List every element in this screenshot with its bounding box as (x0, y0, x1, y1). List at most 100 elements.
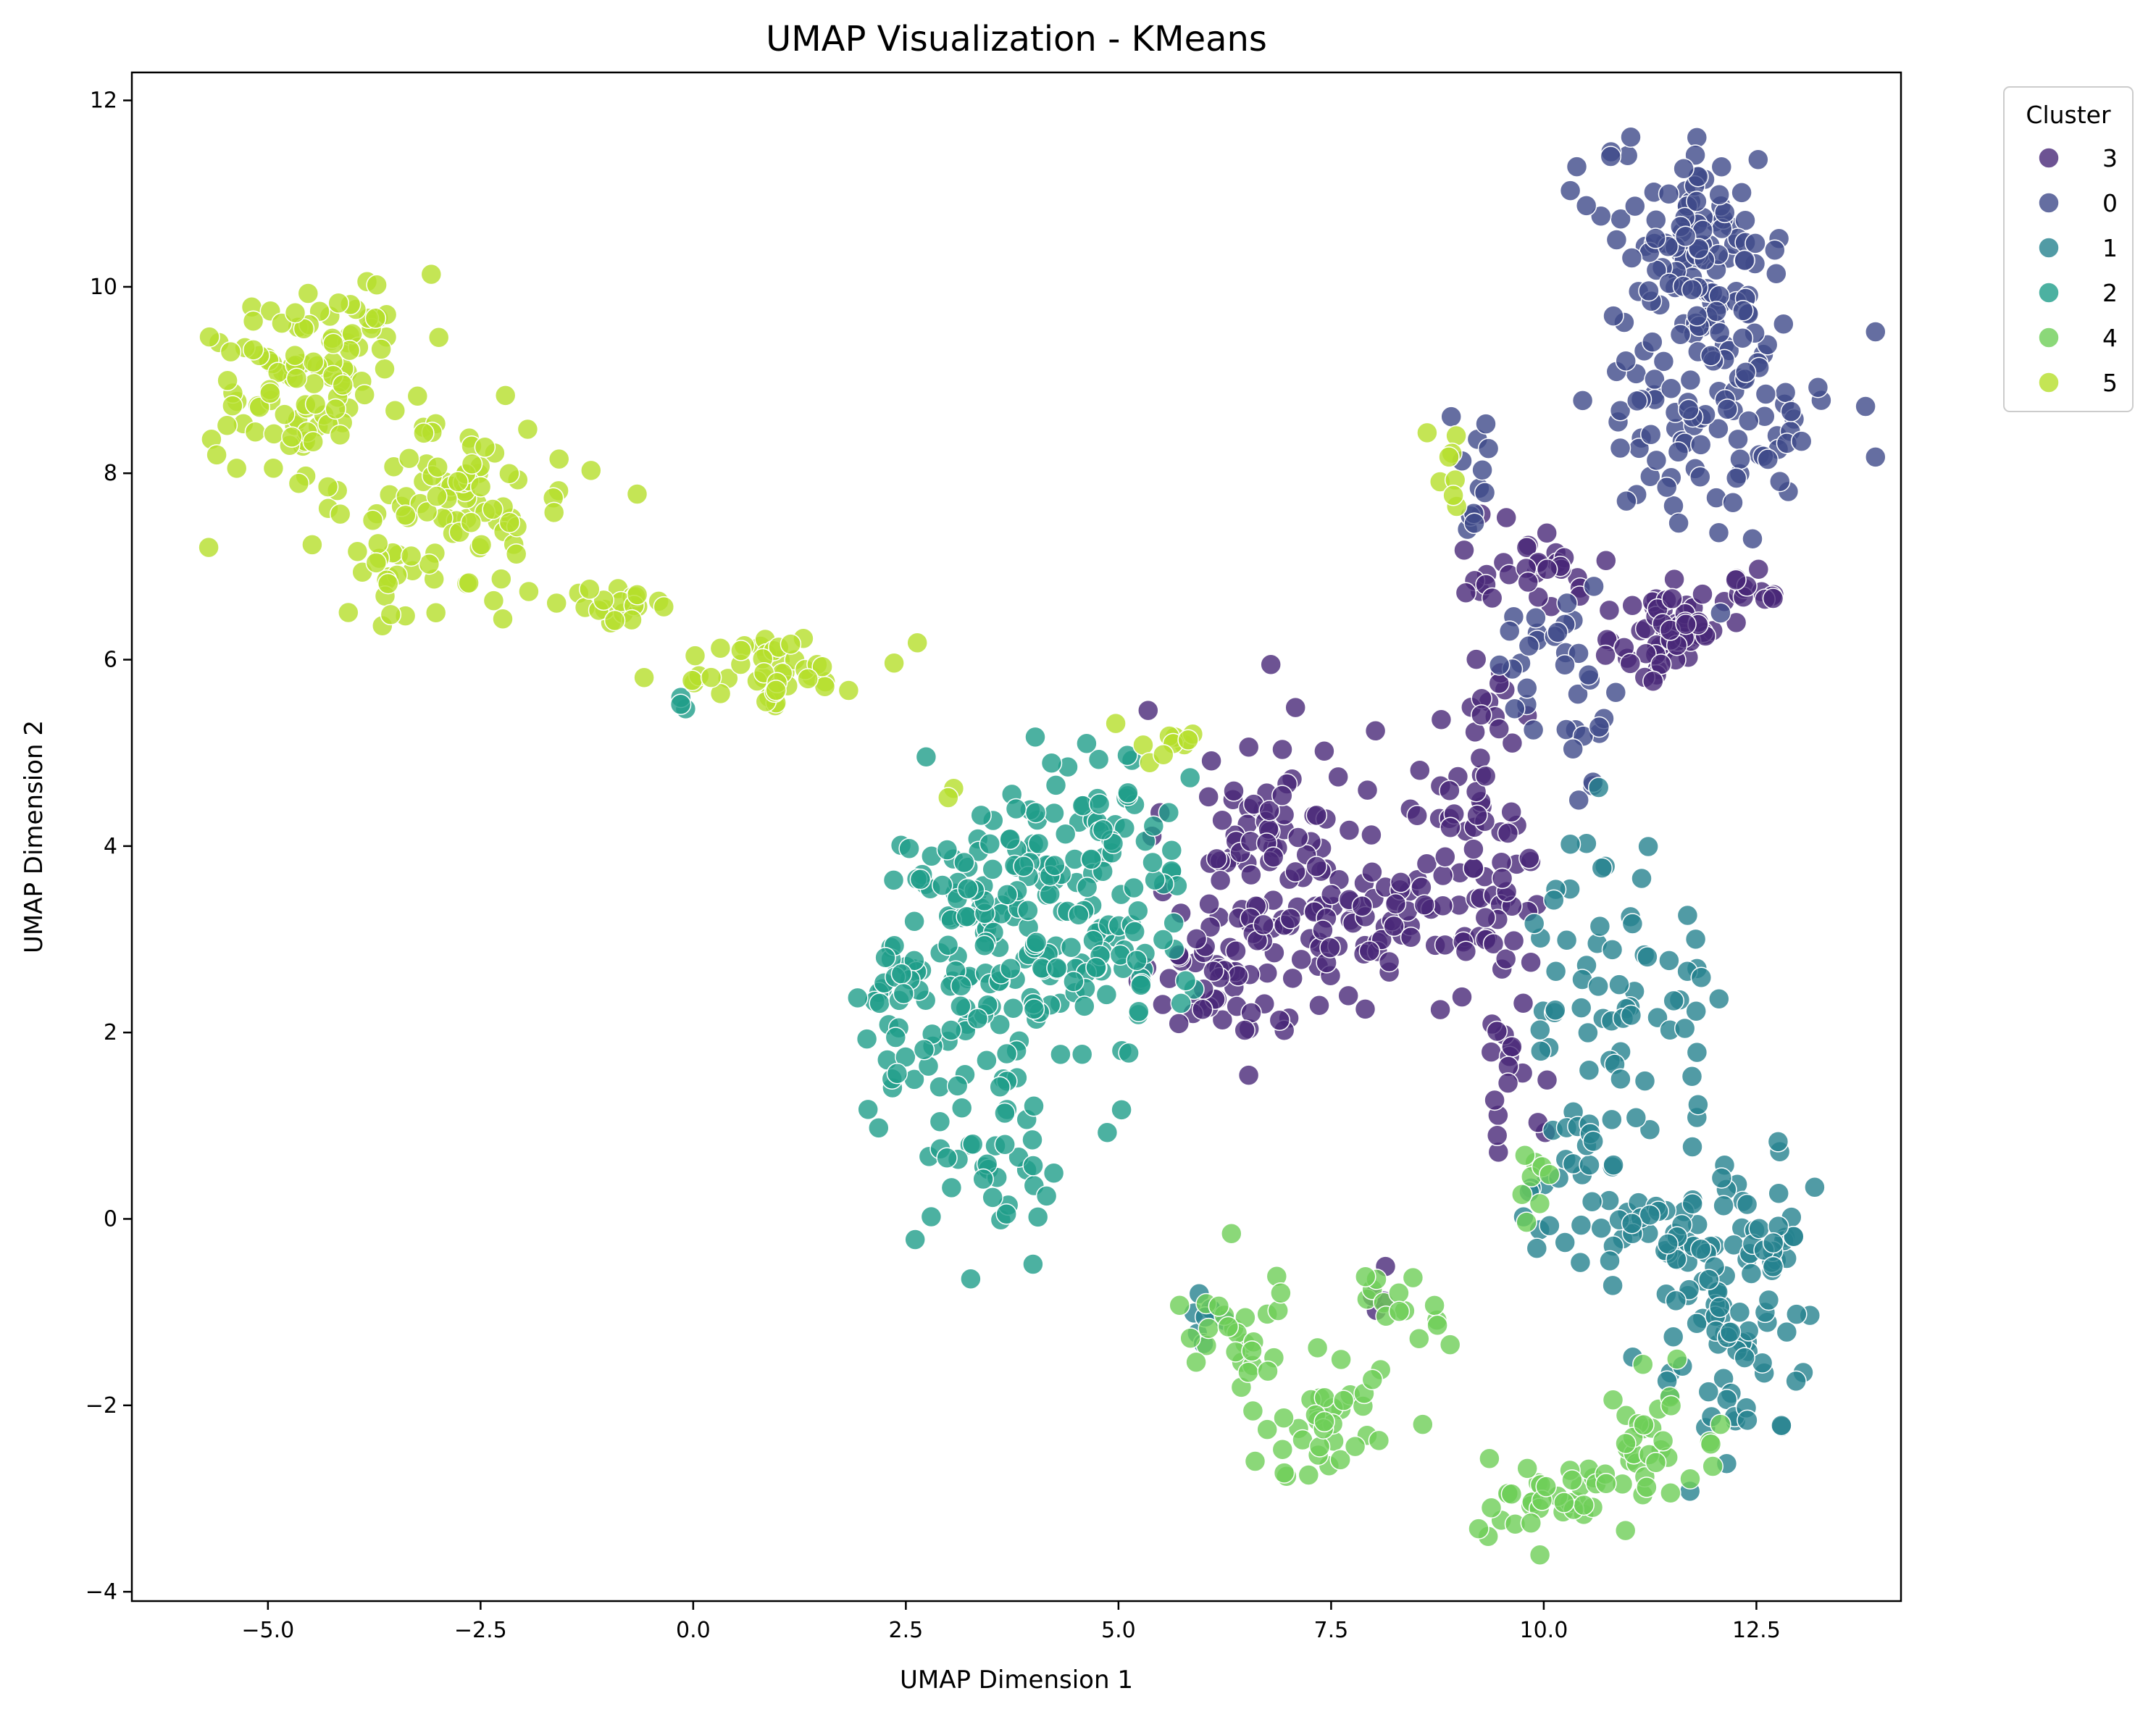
scatter-point (1747, 149, 1769, 171)
scatter-point (1221, 1223, 1242, 1245)
scatter-point (1530, 1040, 1552, 1062)
scatter-point (1776, 1321, 1798, 1343)
scatter-point (1455, 582, 1477, 604)
scatter-point (1568, 643, 1589, 664)
scatter-point (1023, 998, 1045, 1020)
scatter-point (1237, 736, 1260, 758)
scatter-point (1361, 1369, 1384, 1390)
scatter-point (1527, 586, 1550, 608)
scatter-point (1361, 861, 1383, 883)
scatter-point (416, 501, 438, 523)
scatter-point (1559, 180, 1582, 201)
scatter-point (346, 540, 369, 562)
scatter-point (1043, 802, 1065, 824)
scatter-point (1206, 848, 1228, 870)
scatter-point (400, 545, 422, 567)
scatter-point (1570, 997, 1592, 1019)
scatter-point (1118, 1042, 1140, 1064)
scatter-point (494, 385, 517, 406)
series-2 (669, 686, 1205, 1290)
scatter-point (1514, 1144, 1536, 1166)
scatter-point (1279, 908, 1302, 929)
scatter-point (1198, 1317, 1219, 1340)
scatter-point (1344, 1435, 1366, 1458)
legend-label: 5 (2102, 369, 2118, 397)
scatter-point (1092, 819, 1114, 841)
x-tick-label: 5.0 (1101, 1618, 1136, 1643)
scatter-point (1714, 201, 1736, 224)
y-axis-title: UMAP Dimension 2 (20, 720, 49, 953)
scatter-point (1305, 856, 1327, 877)
scatter-point (1463, 838, 1484, 860)
scatter-point (1306, 1337, 1329, 1359)
scatter-point (1635, 643, 1657, 665)
scatter-point (1024, 726, 1046, 748)
scatter-point (1755, 383, 1777, 405)
scatter-point (1668, 512, 1689, 534)
scatter-point (1734, 209, 1756, 231)
scatter-point (1525, 606, 1547, 629)
scatter-point (1338, 819, 1361, 841)
scatter-point (1865, 446, 1886, 468)
scatter-point (1412, 1413, 1434, 1435)
scatter-point (1429, 998, 1451, 1021)
scatter-point (1313, 1411, 1335, 1433)
scatter-point (890, 963, 913, 985)
scatter-point (1719, 1321, 1742, 1343)
scatter-point (1468, 1518, 1489, 1540)
scatter-point (953, 851, 975, 874)
legend-label: 0 (2102, 189, 2118, 217)
scatter-point (374, 358, 396, 380)
scatter-point (1017, 899, 1039, 922)
scatter-point (653, 596, 675, 618)
scatter-point (1516, 1458, 1538, 1479)
scatter-point (1553, 1492, 1575, 1513)
scatter-point (1080, 848, 1103, 870)
scatter-point (461, 453, 483, 475)
scatter-point (937, 935, 959, 956)
scatter-point (1663, 990, 1684, 1012)
scatter-point (460, 511, 482, 534)
scatter-point (994, 1134, 1016, 1156)
scatter-point (426, 485, 448, 507)
scatter-point (1329, 1449, 1351, 1471)
scatter-point (847, 987, 869, 1009)
scatter-point (217, 369, 238, 391)
scatter-point (903, 950, 925, 972)
scatter-point (1570, 1214, 1592, 1236)
scatter-point (1631, 867, 1652, 890)
scatter-point (1223, 780, 1245, 802)
scatter-point (398, 447, 420, 469)
scatter-point (216, 414, 238, 437)
scatter-point (1501, 732, 1524, 754)
scatter-point (1074, 995, 1095, 1017)
scatter-point (242, 310, 264, 332)
scatter-point (1244, 1450, 1266, 1472)
scatter-point (1361, 824, 1382, 846)
scatter-point (1465, 780, 1487, 803)
scatter-point (909, 869, 932, 890)
scatter-point (297, 283, 319, 304)
scatter-point (332, 374, 354, 396)
scatter-point (883, 652, 905, 674)
scatter-point (1608, 974, 1630, 995)
scatter-point (1123, 877, 1145, 899)
scatter-point (1539, 1164, 1560, 1185)
scatter-point (1354, 998, 1376, 1020)
scatter-point (932, 874, 953, 896)
scatter-point (242, 339, 264, 361)
scatter-point (1520, 951, 1542, 973)
scatter-point (1208, 1295, 1230, 1317)
scatter-point (1737, 1409, 1758, 1432)
scatter-point (548, 448, 570, 470)
scatter-point (1700, 345, 1722, 367)
scatter-point (1117, 782, 1139, 804)
scatter-point (684, 645, 706, 667)
scatter-point (284, 301, 306, 324)
scatter-point (206, 444, 227, 466)
scatter-point (1179, 1327, 1201, 1349)
scatter-point (327, 292, 349, 314)
scatter-point (1465, 648, 1487, 670)
scatter-point (1619, 653, 1642, 674)
scatter-point (1710, 1167, 1733, 1189)
